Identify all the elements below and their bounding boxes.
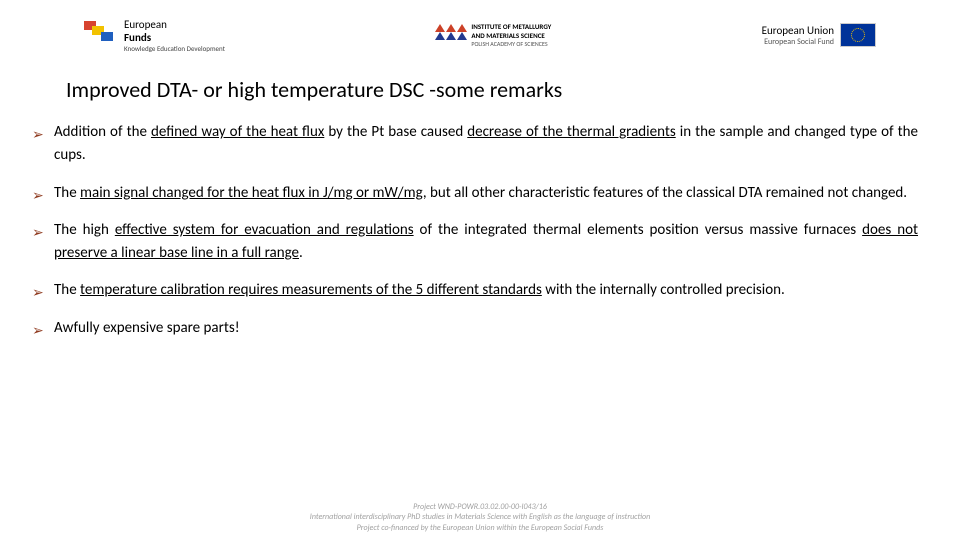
- slide: European Funds Knowledge Education Devel…: [0, 0, 960, 540]
- b3-post: .: [299, 244, 303, 262]
- eu-logo: European Union European Social Fund: [762, 23, 876, 47]
- b2-post: , but all other characteristic features …: [423, 184, 907, 202]
- bullet-4: ➢ The temperature calibration requires m…: [32, 279, 918, 302]
- bullet-5: ➢ Awfully expensive spare parts!: [32, 317, 918, 340]
- b4-post: with the internally controlled precision…: [542, 281, 785, 299]
- b2-u1: main signal changed for the heat flux in…: [80, 184, 423, 202]
- ef-icon: [84, 21, 118, 49]
- b1-pre: Addition of the: [54, 123, 151, 141]
- footer: Project WND-POWR.03.02.00-00-I043/16 Int…: [0, 502, 960, 534]
- b3-u1: effective system for evacuation and regu…: [115, 221, 414, 239]
- bullet-1: ➢ Addition of the defined way of the hea…: [32, 121, 918, 168]
- footer-line1: Project WND-POWR.03.02.00-00-I043/16: [0, 502, 960, 513]
- b4-u1: temperature calibration requires measure…: [80, 281, 542, 299]
- ef-line2: Funds: [124, 31, 225, 44]
- inst-line3: POLISH ACADEMY OF SCIENCES: [471, 40, 551, 48]
- b1-u2: decrease of the thermal gradients: [467, 123, 675, 141]
- arrow-icon: ➢: [32, 185, 46, 199]
- arrow-icon: ➢: [32, 282, 46, 296]
- slide-title: Improved DTA- or high temperature DSC -s…: [66, 76, 936, 103]
- eu-line1: European Union: [762, 24, 834, 37]
- ef-sub: Knowledge Education Development: [124, 44, 225, 53]
- b1-u1: defined way of the heat flux: [151, 123, 324, 141]
- footer-line3: Project co-financed by the European Unio…: [0, 523, 960, 534]
- b1-mid1: by the Pt base caused: [324, 123, 467, 141]
- bullet-3: ➢ The high effective system for evacuati…: [32, 219, 918, 266]
- arrow-icon: ➢: [32, 124, 46, 138]
- bullet-list: ➢ Addition of the defined way of the hea…: [24, 121, 936, 340]
- eu-flag-icon: [840, 23, 876, 47]
- logo-row: European Funds Knowledge Education Devel…: [24, 12, 936, 58]
- ef-line1: European: [124, 18, 225, 31]
- arrow-icon: ➢: [32, 320, 46, 334]
- european-funds-logo: European Funds Knowledge Education Devel…: [84, 18, 225, 53]
- inst-line1: INSTITUTE OF METALLURGY: [471, 22, 551, 31]
- b3-mid1: of the integrated thermal elements posit…: [414, 221, 863, 239]
- institute-logo: INSTITUTE OF METALLURGY AND MATERIALS SC…: [435, 22, 551, 48]
- b2-pre: The: [54, 184, 80, 202]
- b4-pre: The: [54, 281, 80, 299]
- footer-line2: International interdisciplinary PhD stud…: [0, 512, 960, 523]
- eu-line2: European Social Fund: [762, 37, 834, 47]
- bullet-2: ➢ The main signal changed for the heat f…: [32, 182, 918, 205]
- arrow-icon: ➢: [32, 222, 46, 236]
- b5-pre: Awfully expensive spare parts!: [54, 319, 240, 337]
- b3-pre: The high: [54, 221, 115, 239]
- institute-icon: [435, 24, 465, 46]
- inst-line2: AND MATERIALS SCIENCE: [471, 31, 551, 40]
